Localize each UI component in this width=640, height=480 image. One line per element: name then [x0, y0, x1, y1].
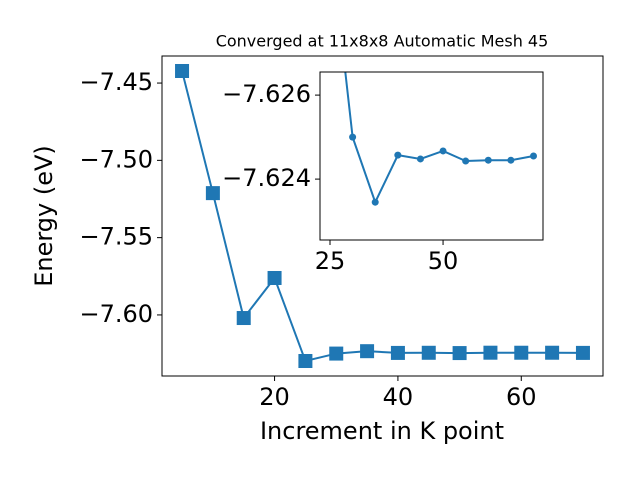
marker	[514, 345, 529, 360]
marker	[349, 133, 357, 141]
y-tick-label: −7.50	[79, 145, 153, 173]
y-tick-label: −7.624	[222, 164, 311, 192]
x-tick-label: 40	[383, 383, 414, 411]
marker	[484, 156, 492, 164]
series-line	[344, 72, 534, 205]
marker	[452, 346, 467, 361]
axes-frame	[161, 55, 604, 377]
marker	[371, 198, 379, 206]
x-tick-label: 50	[428, 247, 459, 275]
x-tick-label: 25	[315, 247, 346, 275]
x-tick-label: 60	[506, 383, 537, 411]
y-tick-label: −7.60	[79, 300, 153, 328]
y-tick-label: −7.45	[79, 68, 153, 96]
marker	[421, 345, 436, 360]
marker	[507, 156, 515, 164]
chart-title: Converged at 11x8x8 Automatic Mesh 45	[216, 32, 549, 51]
marker	[530, 152, 538, 160]
marker	[462, 157, 470, 165]
marker	[360, 344, 375, 359]
y-tick-label: −7.626	[222, 80, 311, 108]
y-tick-label: −7.55	[79, 223, 153, 251]
marker	[175, 63, 190, 78]
marker	[236, 311, 251, 326]
x-tick-label: 20	[259, 383, 290, 411]
marker	[575, 345, 590, 360]
y-axis-label: Energy (eV)	[30, 145, 58, 287]
axes-frame	[319, 71, 544, 241]
marker	[329, 346, 344, 361]
x-axis-label: Increment in K point	[260, 417, 504, 445]
marker	[416, 155, 424, 163]
plot-clip	[344, 72, 538, 206]
marker	[394, 151, 402, 159]
marker	[545, 345, 560, 360]
marker	[483, 345, 498, 360]
marker	[390, 345, 405, 360]
marker	[205, 186, 220, 201]
marker	[439, 147, 447, 155]
marker	[298, 354, 313, 369]
plot-clip	[175, 63, 590, 369]
marker	[267, 270, 282, 285]
